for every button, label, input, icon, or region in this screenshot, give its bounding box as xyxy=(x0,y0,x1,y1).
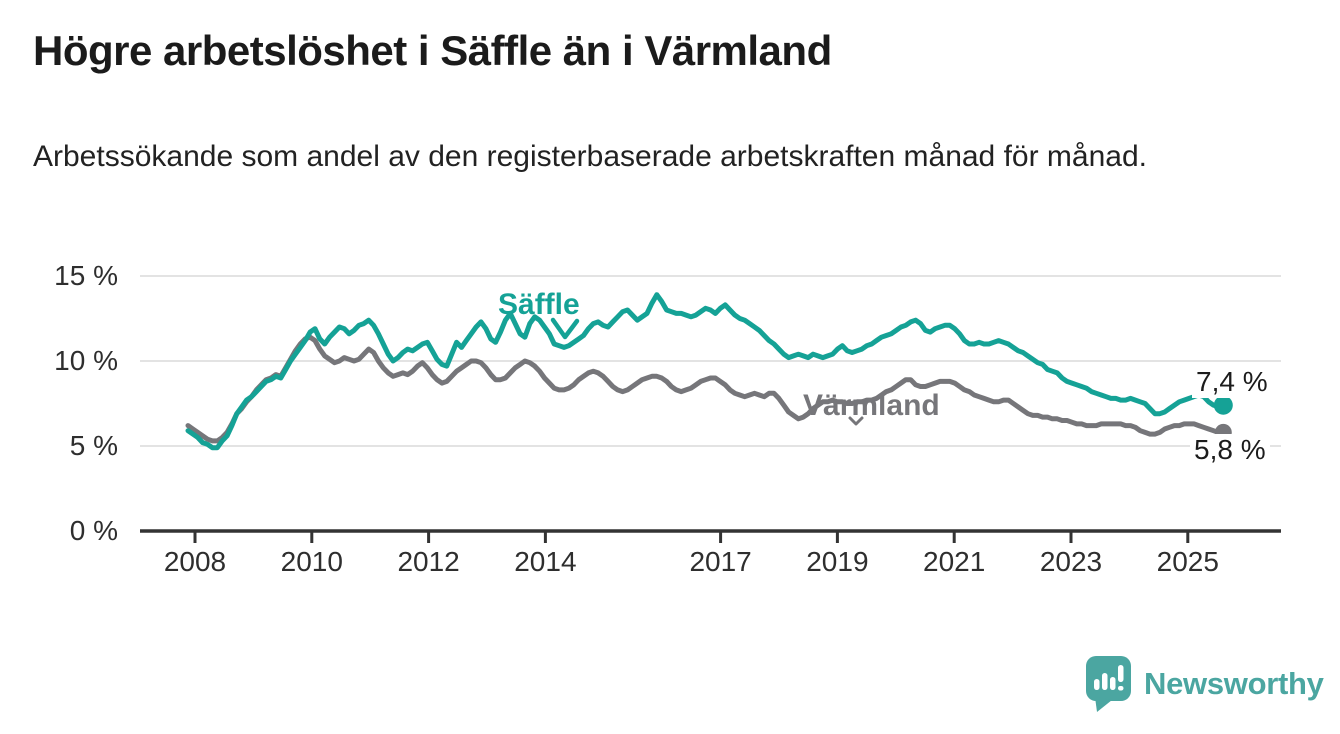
varmland-label-pointer xyxy=(848,416,864,426)
x-axis-label-2019: 2019 xyxy=(806,546,869,577)
page-title: Högre arbetslöshet i Säffle än i Värmlan… xyxy=(33,27,832,74)
chart-subtitle: Arbetssökande som andel av den registerb… xyxy=(33,140,1147,173)
y-axis-label-10: 10 % xyxy=(54,345,118,376)
line-Värmland xyxy=(185,334,1226,444)
x-axis-label-2017: 2017 xyxy=(689,546,752,577)
x-axis-label-2021: 2021 xyxy=(923,546,986,577)
end-value-varmland: 5,8 % xyxy=(1190,434,1270,466)
end-dot-Säffle xyxy=(1213,395,1233,415)
end-value-saffle: 7,4 % xyxy=(1192,366,1272,398)
newsworthy-logo: Newsworthy xyxy=(1085,655,1324,713)
newsworthy-wordmark: Newsworthy xyxy=(1144,666,1324,701)
series-label-saffle: Säffle xyxy=(498,288,580,321)
y-axis-label-15: 15 % xyxy=(54,260,118,291)
x-axis-label-2010: 2010 xyxy=(280,546,343,577)
x-axis-label-2012: 2012 xyxy=(397,546,460,577)
saffle-label-pointer xyxy=(550,317,580,340)
x-axis-label-2023: 2023 xyxy=(1039,546,1103,577)
newsworthy-logo-icon xyxy=(1086,656,1131,712)
x-axis-label-2008: 2008 xyxy=(163,546,227,577)
x-axis-label-2014: 2014 xyxy=(514,546,577,577)
line-Säffle xyxy=(185,292,1226,451)
y-axis-label-0: 0 % xyxy=(69,515,118,546)
y-axis-label-5: 5 % xyxy=(69,430,118,461)
series-label-varmland: Värmland xyxy=(803,389,940,422)
x-axis-label-2025: 2025 xyxy=(1156,546,1219,577)
